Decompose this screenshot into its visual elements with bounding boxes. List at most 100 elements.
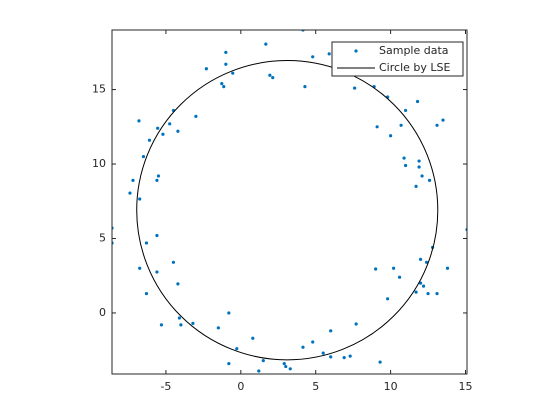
data-point <box>418 281 423 285</box>
data-point <box>284 364 288 369</box>
axes-box <box>111 29 468 375</box>
data-point <box>418 257 423 261</box>
data-point <box>441 118 445 122</box>
data-point <box>311 55 315 59</box>
data-point <box>389 134 393 138</box>
data-point <box>397 275 402 279</box>
data-point <box>435 291 439 296</box>
data-point <box>177 316 182 320</box>
data-point <box>144 241 149 245</box>
legend-label: Sample data <box>379 44 449 57</box>
data-point <box>414 184 418 188</box>
data-point <box>224 50 228 54</box>
data-point <box>414 290 418 294</box>
data-point <box>257 369 261 373</box>
data-point <box>435 123 439 127</box>
data-point <box>227 361 231 366</box>
data-point <box>399 123 403 127</box>
data-point <box>251 336 255 340</box>
data-point <box>176 282 180 286</box>
data-point <box>271 76 275 80</box>
data-point <box>176 129 180 133</box>
data-point <box>147 138 152 142</box>
data-point <box>327 52 331 56</box>
data-point <box>156 126 160 130</box>
x-tick-label: 10 <box>384 380 398 393</box>
legend-label: Circle by LSE <box>379 61 450 74</box>
data-point <box>311 340 315 344</box>
data-point <box>155 233 159 238</box>
y-tick-label: 5 <box>99 231 106 244</box>
data-point <box>222 84 226 89</box>
data-point <box>261 358 265 363</box>
y-tick-label: 10 <box>92 157 106 170</box>
data-point <box>168 122 172 126</box>
data-point <box>353 86 357 90</box>
data-point <box>426 291 430 296</box>
data-point <box>303 84 307 89</box>
data-point <box>424 260 429 264</box>
data-point <box>220 82 224 86</box>
plot-content <box>112 30 467 373</box>
data-point <box>329 329 333 333</box>
data-point <box>235 347 239 351</box>
data-point <box>144 291 149 296</box>
data-point <box>445 266 450 270</box>
data-point <box>378 360 382 364</box>
legend-box <box>331 41 464 77</box>
data-point <box>138 197 142 201</box>
data-point <box>402 156 406 160</box>
data-point <box>415 99 420 104</box>
data-point <box>171 260 176 264</box>
data-point <box>179 323 183 327</box>
data-point <box>138 266 142 270</box>
data-point <box>137 119 141 123</box>
data-point <box>329 355 333 359</box>
data-point <box>264 42 268 46</box>
legend-swatch <box>354 49 358 53</box>
data-point <box>161 132 165 136</box>
data-point <box>342 356 346 360</box>
data-point <box>321 351 325 355</box>
data-point <box>403 163 408 168</box>
fit-circle <box>136 60 439 361</box>
data-point <box>282 361 286 366</box>
data-point <box>288 367 292 371</box>
data-point <box>231 71 235 75</box>
data-point <box>155 270 159 274</box>
x-tick-label: 0 <box>237 380 244 393</box>
data-point <box>268 73 272 77</box>
data-point <box>348 354 352 358</box>
data-point <box>191 321 195 325</box>
x-tick-label: -5 <box>160 380 171 393</box>
data-point <box>131 178 135 183</box>
data-point <box>141 154 146 159</box>
data-point <box>155 178 159 183</box>
data-point <box>417 159 421 163</box>
data-point <box>375 125 379 129</box>
x-tick-label: 15 <box>459 380 473 393</box>
data-point <box>403 108 408 113</box>
data-point <box>417 165 421 169</box>
data-point <box>204 67 208 71</box>
y-tick-label: 15 <box>92 83 106 96</box>
data-point <box>392 266 396 270</box>
data-point <box>421 284 426 288</box>
data-point <box>159 323 164 327</box>
data-point <box>301 345 305 349</box>
data-point <box>216 326 220 330</box>
data-point <box>354 322 358 326</box>
data-point <box>386 297 390 301</box>
data-point <box>194 114 198 118</box>
data-point <box>224 62 228 66</box>
data-point <box>156 174 161 178</box>
x-tick-label: 5 <box>312 380 319 393</box>
plot-area <box>112 30 467 374</box>
data-point <box>128 191 132 195</box>
data-point <box>420 174 424 178</box>
data-point <box>374 267 378 271</box>
y-tick-label: 0 <box>99 306 106 319</box>
data-point <box>227 311 231 315</box>
data-point <box>427 178 432 183</box>
